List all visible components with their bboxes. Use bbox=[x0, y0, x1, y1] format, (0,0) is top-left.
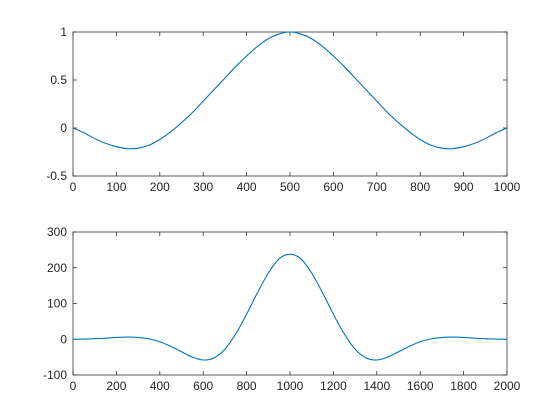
plot-area bbox=[72, 31, 508, 177]
y-tick-label: -100 bbox=[43, 368, 67, 382]
x-tick-label: 200 bbox=[150, 180, 170, 194]
x-tick-label: 1000 bbox=[494, 180, 521, 194]
x-tick-label: 0 bbox=[70, 180, 77, 194]
x-tick-label: 100 bbox=[106, 180, 126, 194]
series-line bbox=[72, 253, 508, 361]
y-tick-label: 1 bbox=[60, 25, 67, 39]
x-tick-label: 600 bbox=[323, 180, 343, 194]
y-tick-label: -0.5 bbox=[46, 169, 67, 183]
x-tick-label: 1000 bbox=[277, 379, 304, 393]
y-tick-label: 300 bbox=[47, 225, 67, 239]
x-tick-label: 700 bbox=[367, 180, 387, 194]
x-tick-label: 1200 bbox=[320, 379, 347, 393]
x-tick-label: 2000 bbox=[494, 379, 521, 393]
x-tick-label: 800 bbox=[410, 180, 430, 194]
top-chart: 0 100 200 300 400 500 600 700 800 900 1000-0.500.5… bbox=[46, 25, 520, 194]
x-tick-label: 0 bbox=[70, 379, 77, 393]
y-tick-label: 0.5 bbox=[50, 73, 67, 87]
x-tick-label: 400 bbox=[237, 180, 257, 194]
x-tick-label: 200 bbox=[106, 379, 126, 393]
series-line bbox=[72, 31, 508, 150]
x-tick-label: 1600 bbox=[407, 379, 434, 393]
x-tick-label: 300 bbox=[193, 180, 213, 194]
bottom-chart: 0 200 400 600 800 1000 1200 1400 1600 1800 2000-10… bbox=[43, 225, 521, 393]
x-tick-label: 400 bbox=[150, 379, 170, 393]
y-tick-label: 200 bbox=[47, 261, 67, 275]
x-tick-label: 800 bbox=[237, 379, 257, 393]
plot-area bbox=[72, 231, 508, 376]
y-tick-label: 0 bbox=[60, 332, 67, 346]
x-tick-label: 600 bbox=[193, 379, 213, 393]
x-tick-label: 1400 bbox=[363, 379, 390, 393]
x-tick-label: 1800 bbox=[450, 379, 477, 393]
y-tick-label: 100 bbox=[47, 297, 67, 311]
y-tick-label: 0 bbox=[60, 121, 67, 135]
x-tick-label: 900 bbox=[454, 180, 474, 194]
x-tick-label: 500 bbox=[280, 180, 300, 194]
